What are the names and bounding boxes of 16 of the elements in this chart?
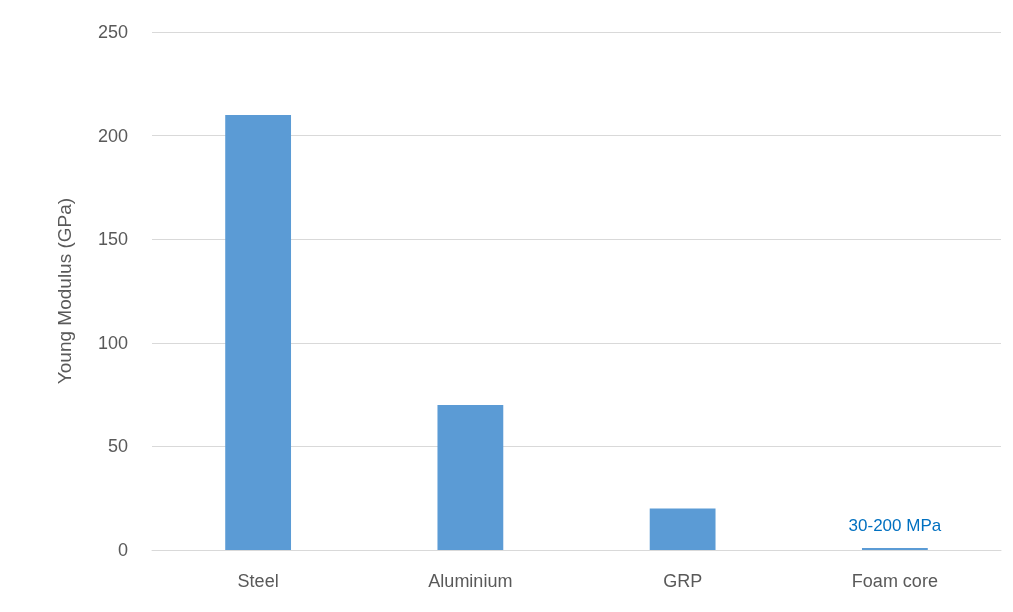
y-tick-label: 250 — [97, 22, 128, 42]
x-tick-label: Steel — [237, 571, 279, 591]
y-tick-label: 100 — [97, 332, 128, 353]
y-tick-label: 150 — [97, 229, 128, 250]
y-tick-label: 0 — [117, 540, 128, 560]
x-tick-label: Foam core — [851, 571, 938, 591]
annotation: 30-200 MPa — [848, 515, 942, 535]
bar — [861, 547, 928, 550]
y-tick-label: 50 — [107, 436, 128, 457]
bar — [225, 114, 292, 550]
bar — [649, 508, 716, 550]
x-tick-label: GRP — [663, 571, 703, 591]
x-tick-label: Aluminium — [428, 571, 513, 591]
bar — [437, 404, 504, 550]
y-axis-title: Young Modulus (GPa) — [54, 197, 75, 385]
y-tick-label: 200 — [97, 125, 128, 146]
